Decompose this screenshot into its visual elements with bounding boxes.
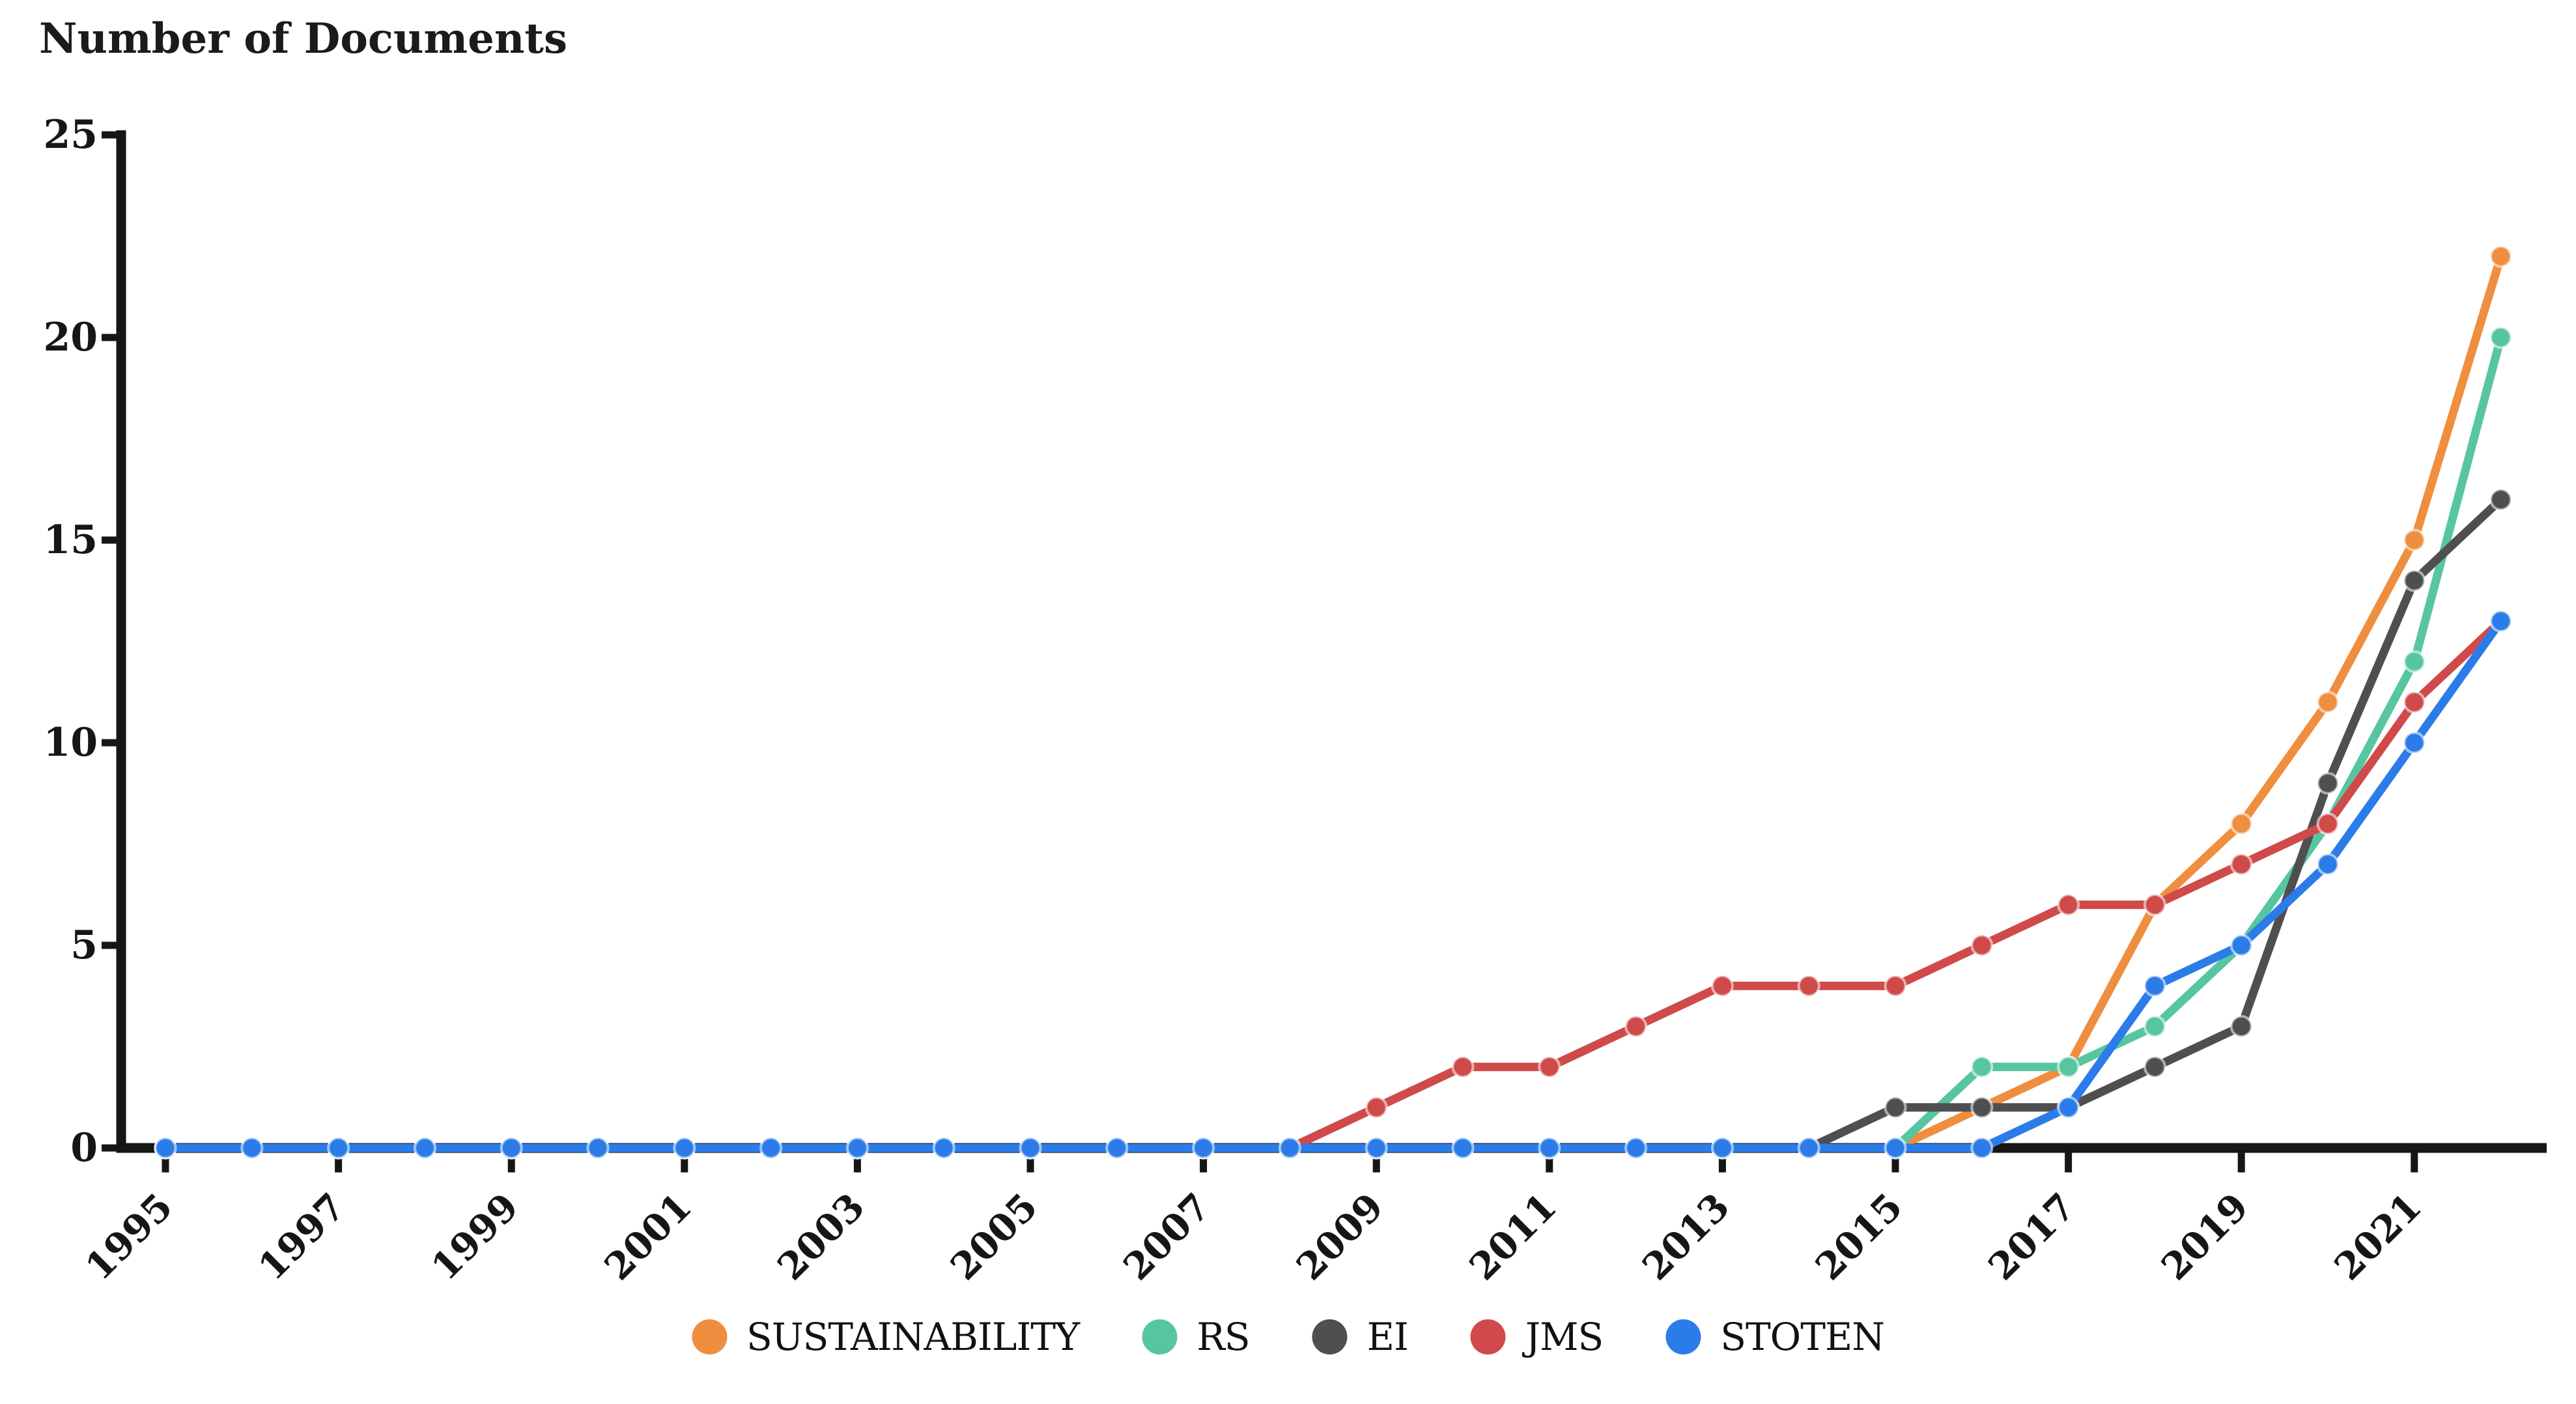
data-point-jms bbox=[2057, 893, 2080, 917]
x-tick-label: 2007 bbox=[1115, 1185, 1219, 1289]
data-point-sustainability bbox=[2403, 528, 2426, 552]
data-point-stoten bbox=[2489, 609, 2513, 633]
data-point-stoten bbox=[2143, 974, 2166, 997]
data-point-jms bbox=[1451, 1055, 1475, 1079]
legend-label-sustainability: SUSTAINABILITY bbox=[746, 1315, 1080, 1359]
data-point-jms bbox=[1970, 934, 1994, 957]
data-point-rs bbox=[2057, 1055, 2080, 1079]
data-point-stoten bbox=[500, 1136, 523, 1160]
data-point-stoten bbox=[1278, 1136, 1301, 1160]
legend-item-stoten: STOTEN bbox=[1665, 1315, 1885, 1359]
data-point-stoten bbox=[1019, 1136, 1042, 1160]
data-point-rs bbox=[2403, 650, 2426, 674]
data-point-stoten bbox=[413, 1136, 436, 1160]
x-tick-label: 2009 bbox=[1288, 1185, 1393, 1289]
data-point-stoten bbox=[154, 1136, 177, 1160]
y-tick-label: 5 bbox=[70, 923, 98, 968]
data-point-stoten bbox=[759, 1136, 783, 1160]
data-point-stoten bbox=[1365, 1136, 1388, 1160]
legend-label-jms: JMS bbox=[1525, 1315, 1604, 1359]
legend-item-rs: RS bbox=[1142, 1315, 1251, 1359]
data-point-jms bbox=[1538, 1055, 1561, 1079]
y-tick-label: 25 bbox=[44, 112, 98, 158]
chart-title: Number of Documents bbox=[39, 14, 567, 63]
legend-label-stoten: STOTEN bbox=[1720, 1315, 1885, 1359]
data-point-jms bbox=[2229, 853, 2253, 876]
x-tick-label: 2011 bbox=[1461, 1185, 1565, 1289]
data-point-stoten bbox=[240, 1136, 264, 1160]
y-tick-label: 10 bbox=[44, 720, 98, 766]
series-line-sustainability bbox=[161, 252, 2506, 1153]
data-point-stoten bbox=[1797, 1136, 1820, 1160]
x-tick-label: 2001 bbox=[596, 1185, 700, 1289]
legend-dot-jms bbox=[1470, 1319, 1506, 1354]
data-point-ei bbox=[2489, 488, 2513, 511]
legend-item-jms: JMS bbox=[1470, 1315, 1604, 1359]
data-point-ei bbox=[2403, 569, 2426, 592]
data-point-jms bbox=[2143, 893, 2166, 917]
data-point-ei bbox=[1884, 1096, 1907, 1119]
data-point-jms bbox=[2403, 691, 2426, 714]
data-point-stoten bbox=[1451, 1136, 1475, 1160]
data-point-stoten bbox=[327, 1136, 350, 1160]
data-point-stoten bbox=[1624, 1136, 1648, 1160]
data-point-stoten bbox=[932, 1136, 955, 1160]
data-point-stoten bbox=[673, 1136, 696, 1160]
legend-label-ei: EI bbox=[1366, 1315, 1409, 1359]
x-tick-label: 2017 bbox=[1980, 1185, 2084, 1289]
legend-dot-sustainability bbox=[691, 1319, 727, 1354]
y-tick-label: 0 bbox=[70, 1125, 98, 1171]
x-tick-label: 1995 bbox=[77, 1185, 181, 1289]
data-point-stoten bbox=[1884, 1136, 1907, 1160]
x-tick-label: 2013 bbox=[1634, 1185, 1738, 1289]
data-point-jms bbox=[2316, 812, 2340, 835]
y-tick-label: 20 bbox=[44, 315, 98, 360]
x-tick-label: 1999 bbox=[423, 1185, 528, 1289]
x-tick-label: 2019 bbox=[2153, 1185, 2258, 1289]
data-point-stoten bbox=[2057, 1096, 2080, 1119]
legend-item-sustainability: SUSTAINABILITY bbox=[691, 1315, 1080, 1359]
data-point-ei bbox=[2143, 1055, 2166, 1079]
data-point-jms bbox=[1884, 974, 1907, 997]
data-point-rs bbox=[2489, 326, 2513, 349]
data-point-stoten bbox=[845, 1136, 869, 1160]
legend-item-ei: EI bbox=[1312, 1315, 1409, 1359]
x-tick-label: 2005 bbox=[942, 1185, 1046, 1289]
data-point-sustainability bbox=[2316, 691, 2340, 714]
data-point-stoten bbox=[1538, 1136, 1561, 1160]
data-point-ei bbox=[2316, 771, 2340, 795]
data-point-ei bbox=[1970, 1096, 1994, 1119]
data-point-stoten bbox=[1710, 1136, 1734, 1160]
data-point-rs bbox=[2143, 1014, 2166, 1038]
data-point-ei bbox=[2229, 1014, 2253, 1038]
data-point-jms bbox=[1365, 1096, 1388, 1119]
series-line-stoten bbox=[161, 616, 2506, 1153]
series-line-ei bbox=[161, 495, 2506, 1153]
legend-dot-rs bbox=[1142, 1319, 1178, 1354]
data-point-sustainability bbox=[2489, 245, 2513, 268]
data-point-rs bbox=[1970, 1055, 1994, 1079]
data-point-jms bbox=[1710, 974, 1734, 997]
data-point-stoten bbox=[2229, 934, 2253, 957]
legend-dot-stoten bbox=[1665, 1319, 1701, 1354]
x-tick-label: 1997 bbox=[250, 1185, 354, 1289]
data-point-sustainability bbox=[2229, 812, 2253, 835]
data-point-stoten bbox=[1105, 1136, 1129, 1160]
data-point-stoten bbox=[1970, 1136, 1994, 1160]
legend-label-rs: RS bbox=[1196, 1315, 1250, 1359]
data-point-jms bbox=[1797, 974, 1820, 997]
data-point-stoten bbox=[586, 1136, 610, 1160]
data-point-stoten bbox=[1192, 1136, 1215, 1160]
y-tick-label: 15 bbox=[44, 517, 98, 563]
legend-dot-ei bbox=[1312, 1319, 1348, 1354]
x-tick-label: 2021 bbox=[2326, 1185, 2430, 1289]
data-point-stoten bbox=[2316, 853, 2340, 876]
x-tick-label: 2015 bbox=[1807, 1185, 1911, 1289]
x-tick-label: 2003 bbox=[769, 1185, 873, 1289]
data-point-jms bbox=[1624, 1014, 1648, 1038]
legend: SUSTAINABILITY RS EI JMS STOTEN bbox=[691, 1315, 1885, 1359]
data-point-stoten bbox=[2403, 731, 2426, 754]
